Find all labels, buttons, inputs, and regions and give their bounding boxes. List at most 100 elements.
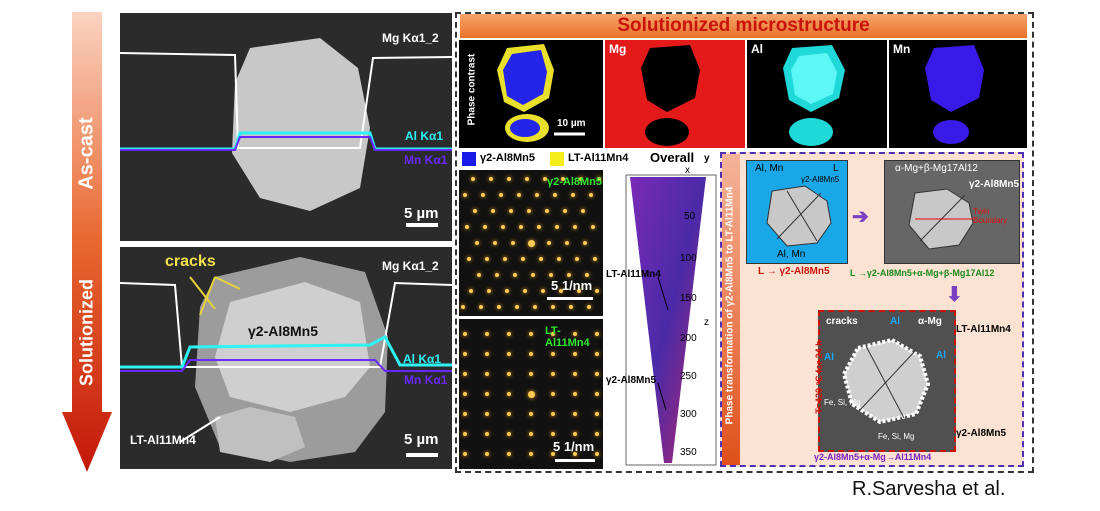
mn-trace-label: Mn Kα1 (404, 153, 448, 167)
diffraction-spot (541, 289, 545, 293)
diffraction-spot (573, 352, 577, 356)
lt-swatch (550, 152, 564, 166)
phase-map-graphic (497, 44, 585, 142)
mn-trace-label: Mn Kα1 (404, 373, 448, 387)
diffraction-spot (583, 241, 587, 245)
diffraction-spot (577, 289, 581, 293)
diffraction-spot (537, 225, 541, 229)
al-trace-label: Al Kα1 (403, 352, 442, 366)
credit-text: R.Sarvesha et al. (852, 478, 1006, 500)
diffraction-spot (499, 193, 503, 197)
apt-gamma-label: γ2-Al8Mn5 (606, 375, 657, 386)
scale-bar-label: 5 µm (404, 431, 439, 448)
step-1-top: Al, Mn (755, 163, 784, 174)
step-1-bottom: Al, Mn (777, 249, 806, 260)
diffraction-spot (551, 392, 555, 396)
al-map: Al (747, 40, 887, 148)
as-cast-particle-graphic (120, 38, 452, 227)
diffraction-spot (549, 273, 553, 277)
diffraction-spot (597, 177, 601, 181)
diffraction-spot (511, 241, 515, 245)
diffraction-spot (507, 332, 511, 336)
mg-trace-label: Mg Kα1_2 (382, 259, 439, 273)
step-1-caption: L → γ2-Al8Mn5 (758, 266, 830, 277)
diffraction-spot (529, 332, 533, 336)
diffraction-spot (469, 289, 473, 293)
diffraction-spot (475, 241, 479, 245)
saed-gamma-label: γ2-Al8Mn5 (547, 176, 603, 188)
diffraction-spot (595, 372, 599, 376)
diffraction-spot (573, 412, 577, 416)
apt-reconstruction: LT-Al11Mn4 γ2-Al8Mn5 y x z 50 100 150 20… (606, 153, 718, 468)
diffraction-spot (485, 257, 489, 261)
schematic-panel: Phase transformation of γ2-Al8Mn5 to LT-… (720, 152, 1024, 467)
diffraction-spot (543, 177, 547, 181)
diffraction-spot (463, 352, 467, 356)
saed-scale-bar (555, 459, 595, 462)
diffraction-spot (595, 432, 599, 436)
diffraction-spot (595, 452, 599, 456)
diffraction-spot (553, 193, 557, 197)
saed-lt: LT-Al11Mn4 5 1/nm (459, 319, 603, 469)
diffraction-spot (551, 305, 555, 309)
schematic-step-3: cracks α-Mg Al Al Al Fe, Si, Mg Fe, Si, … (818, 310, 956, 452)
sem-image-solutionized: cracks Mg Kα1_2 γ2-Al8Mn5 Al Kα1 Mn Kα1 … (120, 247, 452, 469)
step-3-temp: T=420 °C for 24 h (814, 340, 824, 414)
diffraction-spot (527, 390, 535, 398)
diffraction-spot (513, 273, 517, 277)
diffraction-spot (525, 177, 529, 181)
al-trace-label: Al Kα1 (405, 129, 444, 143)
diffraction-spot (507, 412, 511, 416)
diffraction-spot (485, 332, 489, 336)
solutionized-label: Solutionized (76, 279, 97, 386)
diffraction-spot (557, 257, 561, 261)
diffraction-spot (483, 225, 487, 229)
apt-tick-3: 150 (680, 293, 697, 304)
step-1-L: L (833, 163, 839, 174)
al-map-graphic (783, 45, 845, 146)
diffraction-spot (595, 392, 599, 396)
step-3-amg: α-Mg (918, 316, 942, 327)
saed-gamma: γ2-Al8Mn5 5 1/nm (459, 170, 603, 316)
diffraction-spot (463, 432, 467, 436)
diffraction-spot (527, 239, 535, 247)
diffraction-spots (459, 319, 603, 469)
diffraction-spot (533, 305, 537, 309)
apt-tick-6: 300 (680, 409, 697, 420)
diffraction-spot (579, 177, 583, 181)
diffraction-spot (535, 193, 539, 197)
diffraction-spot (489, 177, 493, 181)
diffraction-spot (487, 289, 491, 293)
step-3-cracks: cracks (826, 316, 858, 327)
lt-phase-label: LT-Al11Mn4 (130, 433, 196, 447)
step-2-top: α-Mg+β-Mg17Al12 (895, 163, 978, 174)
diffraction-spot (529, 372, 533, 376)
diffraction-spot (559, 289, 563, 293)
phase-legend: γ2-Al8Mn5 LT-Al11Mn4 Overall (460, 150, 710, 167)
diffraction-spot (529, 412, 533, 416)
diffraction-spot (595, 412, 599, 416)
step-3-lt: LT-Al11Mn4 (956, 324, 1011, 335)
diffraction-spot (573, 372, 577, 376)
step-2-twin: Twin Boundary (973, 207, 1008, 225)
schematic-step-1: Al, Mn L γ2-Al8Mn5 Al, Mn (746, 160, 848, 264)
diffraction-spot (595, 352, 599, 356)
map-scale-label: 10 µm (557, 118, 586, 129)
apt-axis-x: x (685, 165, 690, 176)
diffraction-spot (463, 332, 467, 336)
mn-map-graphic (925, 45, 984, 144)
diffraction-spot (551, 332, 555, 336)
diffraction-spot (561, 177, 565, 181)
as-cast-label: As-cast (75, 117, 98, 190)
apt-tick-2: 100 (680, 253, 697, 264)
diffraction-spot (551, 412, 555, 416)
step-3-gamma: γ2-Al8Mn5 (956, 428, 1007, 439)
schematic-side-bar (722, 154, 740, 465)
diffraction-spot (529, 432, 533, 436)
diffraction-spot (573, 225, 577, 229)
diffraction-spot (495, 273, 499, 277)
step-2-graphic (908, 188, 974, 250)
saed-lt-scale: 5 1/nm (553, 439, 595, 454)
diffraction-spot (471, 177, 475, 181)
diffraction-spot (479, 305, 483, 309)
